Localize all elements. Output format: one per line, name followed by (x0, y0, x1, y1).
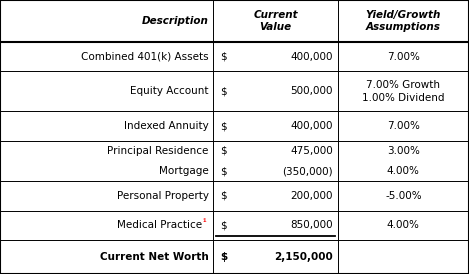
Text: Medical Practice: Medical Practice (116, 220, 202, 230)
Text: 7.00%: 7.00% (387, 121, 420, 131)
Text: Personal Property: Personal Property (117, 191, 209, 201)
Text: 475,000: 475,000 (290, 146, 333, 156)
Text: $: $ (220, 252, 227, 262)
Text: $: $ (220, 220, 227, 230)
Text: -5.00%: -5.00% (385, 191, 422, 201)
Text: 400,000: 400,000 (290, 52, 333, 61)
Text: ¹: ¹ (202, 220, 205, 226)
Text: 2,150,000: 2,150,000 (274, 252, 333, 262)
Text: $: $ (220, 52, 227, 61)
Text: Current
Value: Current Value (253, 10, 298, 32)
Text: $: $ (220, 86, 227, 96)
Text: 400,000: 400,000 (290, 121, 333, 131)
Text: 1: 1 (202, 218, 206, 223)
Text: Description: Description (142, 16, 209, 26)
Text: $: $ (220, 146, 227, 156)
Text: $: $ (220, 121, 227, 131)
Text: Combined 401(k) Assets: Combined 401(k) Assets (81, 52, 209, 61)
Text: 4.00%: 4.00% (387, 166, 420, 176)
Text: 7.00% Growth
1.00% Dividend: 7.00% Growth 1.00% Dividend (362, 80, 445, 103)
Text: 4.00%: 4.00% (387, 220, 420, 230)
Text: 7.00%: 7.00% (387, 52, 420, 61)
Text: 200,000: 200,000 (290, 191, 333, 201)
Text: Principal Residence: Principal Residence (107, 146, 209, 156)
Text: Equity Account: Equity Account (130, 86, 209, 96)
Text: $: $ (220, 191, 227, 201)
Text: 500,000: 500,000 (290, 86, 333, 96)
Text: Indexed Annuity: Indexed Annuity (124, 121, 209, 131)
Text: Mortgage: Mortgage (159, 166, 209, 176)
Text: Current Net Worth: Current Net Worth (100, 252, 209, 262)
Text: $: $ (220, 166, 227, 176)
Text: 850,000: 850,000 (290, 220, 333, 230)
Text: (350,000): (350,000) (282, 166, 333, 176)
Text: 3.00%: 3.00% (387, 146, 420, 156)
Text: Yield/Growth
Assumptions: Yield/Growth Assumptions (366, 10, 441, 32)
